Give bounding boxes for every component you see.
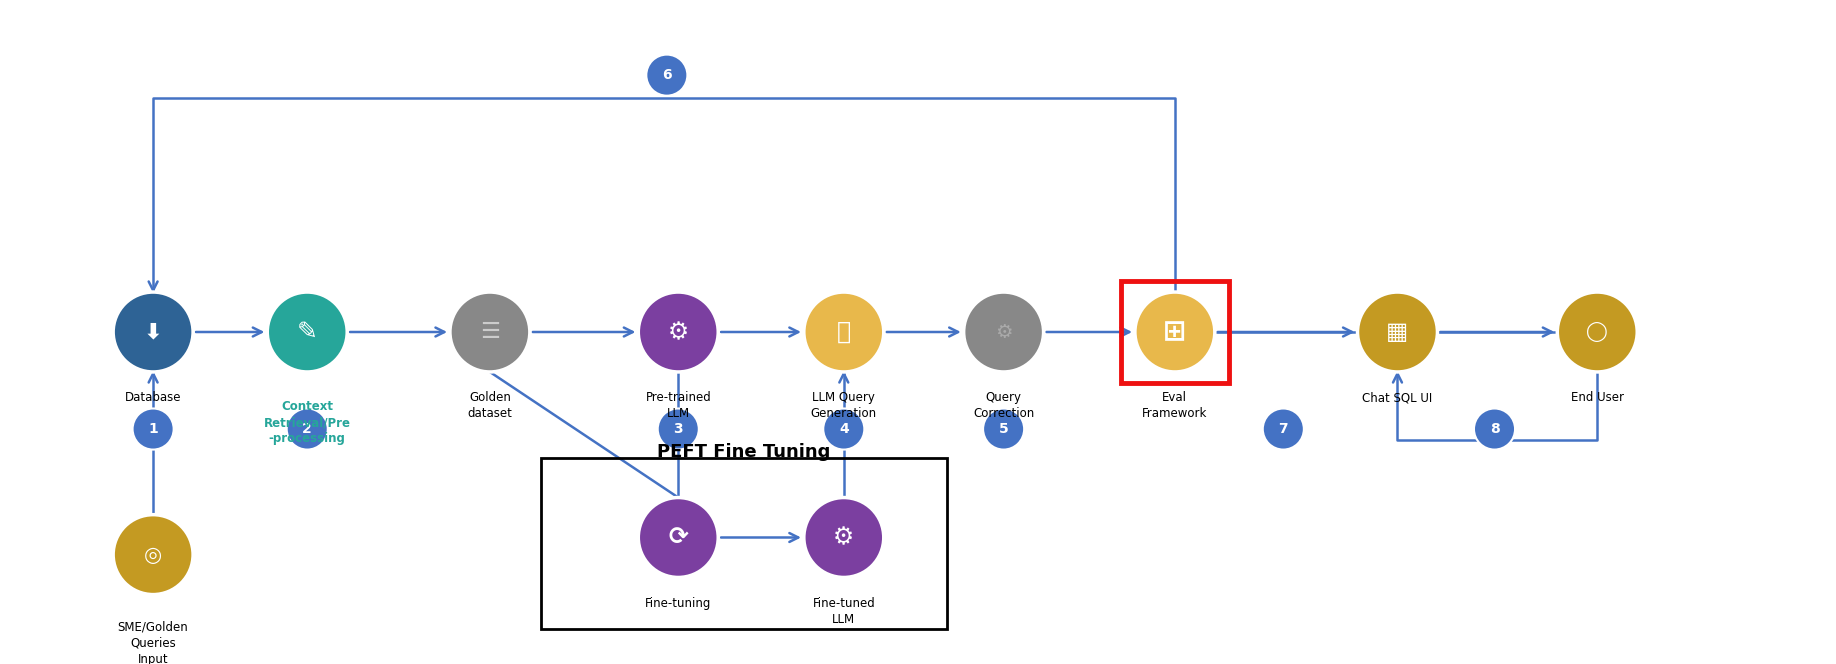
Text: 3: 3 xyxy=(674,422,683,436)
Text: ⬇: ⬇ xyxy=(143,322,162,342)
Circle shape xyxy=(1474,408,1515,450)
Circle shape xyxy=(1557,292,1638,372)
Text: ⚙: ⚙ xyxy=(668,320,688,344)
Text: Query
Correction: Query Correction xyxy=(973,391,1034,420)
Text: End User: End User xyxy=(1572,391,1623,404)
Circle shape xyxy=(639,292,718,372)
Circle shape xyxy=(1263,408,1304,450)
Text: Context
Retrieval/Pre
-processing: Context Retrieval/Pre -processing xyxy=(264,400,351,446)
Circle shape xyxy=(804,292,883,372)
Text: 6: 6 xyxy=(663,68,672,82)
Circle shape xyxy=(964,292,1043,372)
Text: Fine-tuned
LLM: Fine-tuned LLM xyxy=(812,597,876,626)
Text: ◎: ◎ xyxy=(143,544,162,564)
Text: 1: 1 xyxy=(149,422,158,436)
Circle shape xyxy=(114,292,193,372)
Text: ⟳: ⟳ xyxy=(668,525,688,550)
Text: 8: 8 xyxy=(1489,422,1500,436)
Text: 4: 4 xyxy=(839,422,848,436)
Circle shape xyxy=(657,408,700,450)
Circle shape xyxy=(1357,292,1438,372)
Circle shape xyxy=(268,292,347,372)
Text: ⚙: ⚙ xyxy=(995,323,1012,341)
Text: Pre-trained
LLM: Pre-trained LLM xyxy=(646,391,711,420)
Circle shape xyxy=(804,497,883,578)
Text: 2: 2 xyxy=(303,422,312,436)
Text: LLM Query
Generation: LLM Query Generation xyxy=(812,391,878,420)
Text: ▦: ▦ xyxy=(1386,320,1408,344)
Circle shape xyxy=(823,408,865,450)
Text: Eval
Framework: Eval Framework xyxy=(1142,391,1208,420)
Circle shape xyxy=(450,292,531,372)
Circle shape xyxy=(982,408,1024,450)
Circle shape xyxy=(286,408,329,450)
Circle shape xyxy=(114,515,193,594)
Text: Golden
dataset: Golden dataset xyxy=(468,391,512,420)
Text: ⚙: ⚙ xyxy=(834,525,854,550)
Text: PEFT Fine Tuning: PEFT Fine Tuning xyxy=(657,443,830,461)
Text: 5: 5 xyxy=(999,422,1008,436)
Text: ☰: ☰ xyxy=(479,322,499,342)
Text: Database: Database xyxy=(125,391,182,404)
Circle shape xyxy=(646,54,687,96)
Circle shape xyxy=(639,497,718,578)
Text: Fine-tuning: Fine-tuning xyxy=(644,597,711,610)
Text: ⊞: ⊞ xyxy=(1164,318,1186,346)
Text: ✎: ✎ xyxy=(297,320,318,344)
Text: 7: 7 xyxy=(1278,422,1289,436)
Text: Chat SQL UI: Chat SQL UI xyxy=(1362,391,1432,404)
Text: ⎘: ⎘ xyxy=(837,320,850,344)
Circle shape xyxy=(1135,292,1215,372)
Text: ◯: ◯ xyxy=(1586,322,1608,342)
Text: SME/Golden
Queries
Input
Dataset: SME/Golden Queries Input Dataset xyxy=(118,621,189,664)
Circle shape xyxy=(132,408,174,450)
